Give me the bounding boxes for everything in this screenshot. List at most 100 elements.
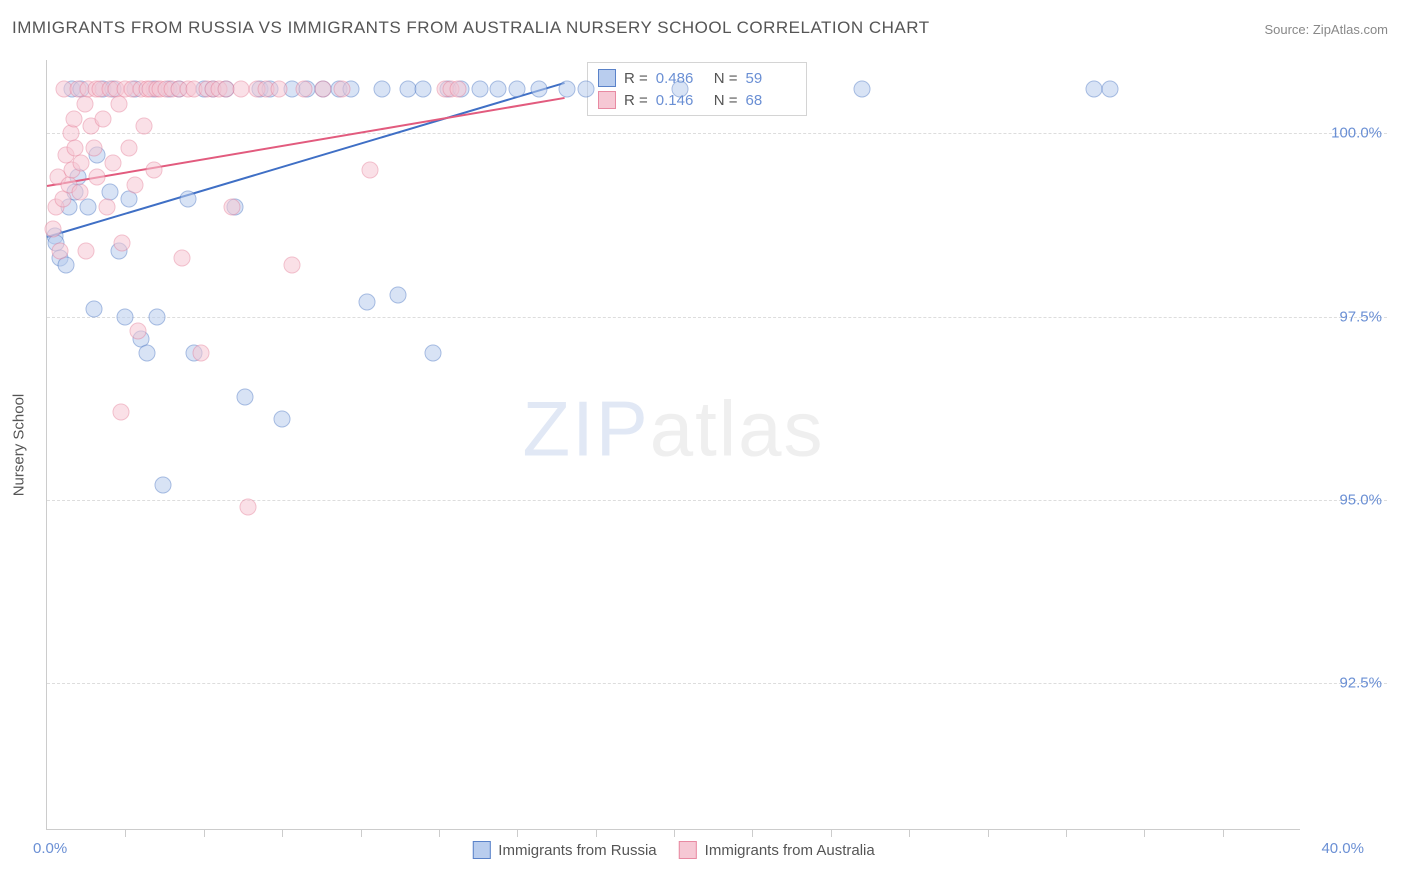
scatter-point bbox=[73, 154, 90, 171]
scatter-point bbox=[239, 499, 256, 516]
scatter-point bbox=[117, 308, 134, 325]
legend-swatch-russia bbox=[598, 69, 616, 87]
legend-r-label: R = bbox=[624, 70, 648, 87]
legend-swatch-russia-bottom bbox=[472, 841, 490, 859]
scatter-point bbox=[236, 389, 253, 406]
scatter-point bbox=[148, 308, 165, 325]
scatter-point bbox=[45, 220, 62, 237]
scatter-point bbox=[471, 81, 488, 98]
scatter-point bbox=[854, 81, 871, 98]
scatter-point bbox=[270, 81, 287, 98]
watermark-atlas: atlas bbox=[650, 385, 825, 473]
legend-n-value-russia: 59 bbox=[746, 70, 796, 87]
chart-plot-area: Nursery School ZIPatlas 0.0% 40.0% R = 0… bbox=[46, 60, 1300, 830]
scatter-point bbox=[192, 345, 209, 362]
scatter-point bbox=[51, 242, 68, 259]
x-tick bbox=[988, 829, 989, 837]
scatter-point bbox=[95, 110, 112, 127]
x-tick bbox=[909, 829, 910, 837]
scatter-point bbox=[126, 176, 143, 193]
legend-swatch-australia-bottom bbox=[679, 841, 697, 859]
scatter-point bbox=[104, 154, 121, 171]
scatter-point bbox=[57, 257, 74, 274]
x-tick bbox=[596, 829, 597, 837]
legend-r-label: R = bbox=[624, 92, 648, 109]
legend-item-australia: Immigrants from Australia bbox=[679, 841, 875, 859]
y-tick-label: 100.0% bbox=[1331, 125, 1382, 142]
gridline-horizontal bbox=[47, 683, 1387, 684]
x-tick bbox=[204, 829, 205, 837]
scatter-point bbox=[86, 301, 103, 318]
scatter-point bbox=[223, 198, 240, 215]
scatter-point bbox=[672, 81, 689, 98]
y-tick-label: 92.5% bbox=[1339, 675, 1382, 692]
scatter-point bbox=[89, 169, 106, 186]
x-tick bbox=[1144, 829, 1145, 837]
scatter-point bbox=[424, 345, 441, 362]
scatter-point bbox=[509, 81, 526, 98]
scatter-point bbox=[173, 250, 190, 267]
gridline-horizontal bbox=[47, 317, 1387, 318]
x-tick bbox=[752, 829, 753, 837]
scatter-point bbox=[98, 198, 115, 215]
scatter-point bbox=[1086, 81, 1103, 98]
x-tick-max: 40.0% bbox=[1321, 840, 1364, 857]
x-tick bbox=[831, 829, 832, 837]
scatter-point bbox=[333, 81, 350, 98]
legend-label-russia: Immigrants from Russia bbox=[498, 842, 656, 859]
x-tick bbox=[282, 829, 283, 837]
scatter-point bbox=[531, 81, 548, 98]
scatter-point bbox=[296, 81, 313, 98]
scatter-point bbox=[274, 411, 291, 428]
scatter-point bbox=[78, 242, 95, 259]
x-tick bbox=[125, 829, 126, 837]
scatter-point bbox=[314, 81, 331, 98]
scatter-point bbox=[114, 235, 131, 252]
x-tick bbox=[674, 829, 675, 837]
x-tick-min: 0.0% bbox=[33, 840, 67, 857]
scatter-point bbox=[390, 286, 407, 303]
legend-item-russia: Immigrants from Russia bbox=[472, 841, 656, 859]
scatter-point bbox=[86, 140, 103, 157]
scatter-point bbox=[374, 81, 391, 98]
scatter-point bbox=[490, 81, 507, 98]
scatter-point bbox=[180, 191, 197, 208]
y-tick-label: 95.0% bbox=[1339, 492, 1382, 509]
scatter-point bbox=[559, 81, 576, 98]
watermark-zip: ZIP bbox=[522, 385, 649, 473]
x-tick bbox=[1223, 829, 1224, 837]
scatter-point bbox=[283, 257, 300, 274]
scatter-point bbox=[217, 81, 234, 98]
y-axis-label: Nursery School bbox=[11, 393, 28, 496]
legend-swatch-australia bbox=[598, 91, 616, 109]
scatter-point bbox=[120, 191, 137, 208]
x-tick bbox=[1066, 829, 1067, 837]
scatter-point bbox=[79, 198, 96, 215]
legend-row-australia: R = 0.146 N = 68 bbox=[598, 89, 796, 111]
scatter-point bbox=[1101, 81, 1118, 98]
scatter-point bbox=[449, 81, 466, 98]
scatter-point bbox=[415, 81, 432, 98]
x-tick bbox=[517, 829, 518, 837]
legend-n-label: N = bbox=[714, 92, 738, 109]
scatter-point bbox=[120, 140, 137, 157]
scatter-point bbox=[578, 81, 595, 98]
scatter-point bbox=[145, 162, 162, 179]
scatter-point bbox=[154, 477, 171, 494]
correlation-legend: R = 0.486 N = 59 R = 0.146 N = 68 bbox=[587, 62, 807, 116]
watermark: ZIPatlas bbox=[522, 384, 824, 475]
scatter-point bbox=[361, 162, 378, 179]
scatter-point bbox=[65, 110, 82, 127]
scatter-point bbox=[76, 96, 93, 113]
legend-n-label: N = bbox=[714, 70, 738, 87]
legend-n-value-australia: 68 bbox=[746, 92, 796, 109]
chart-title: IMMIGRANTS FROM RUSSIA VS IMMIGRANTS FRO… bbox=[12, 18, 930, 38]
scatter-point bbox=[71, 184, 88, 201]
legend-row-russia: R = 0.486 N = 59 bbox=[598, 67, 796, 89]
scatter-point bbox=[54, 191, 71, 208]
scatter-point bbox=[111, 96, 128, 113]
series-legend: Immigrants from Russia Immigrants from A… bbox=[472, 841, 874, 859]
scatter-point bbox=[399, 81, 416, 98]
x-tick bbox=[361, 829, 362, 837]
scatter-point bbox=[358, 294, 375, 311]
